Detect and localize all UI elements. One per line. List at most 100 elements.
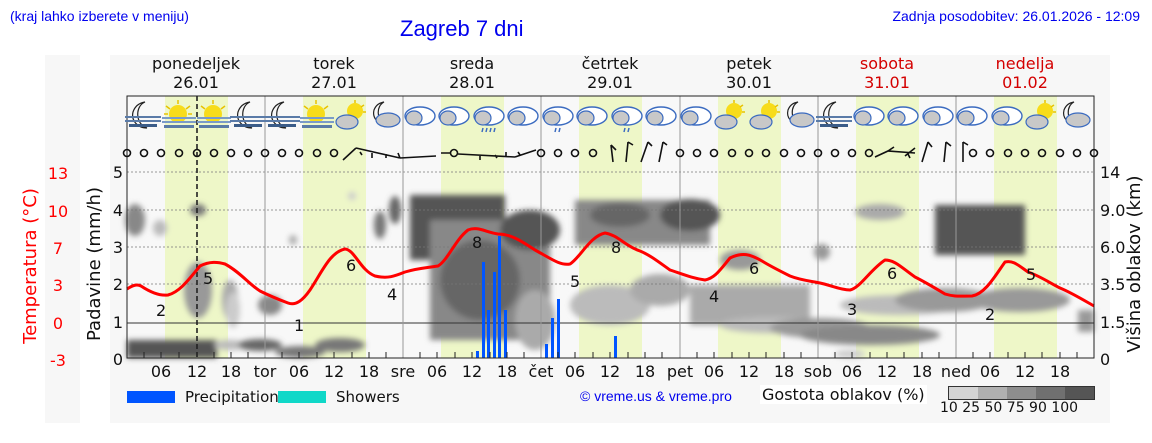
svg-text:čet: čet: [529, 362, 554, 381]
x-tick-marks: [143, 352, 1078, 358]
day-name: petek: [726, 54, 772, 73]
day-separators: [264, 96, 957, 358]
day-header: sreda 28.01: [403, 54, 541, 92]
svg-text:6.0: 6.0: [1100, 238, 1125, 257]
svg-text:12: 12: [187, 362, 207, 381]
svg-text:12: 12: [462, 362, 482, 381]
svg-text:5: 5: [1026, 265, 1036, 284]
moon-cloud-icon: [373, 101, 401, 128]
copyright-link[interactable]: © vreme.us & vreme.pro: [580, 388, 732, 404]
day-name: sreda: [449, 54, 495, 73]
day-name: četrtek: [581, 54, 639, 73]
sun-fog-icon: [300, 100, 334, 128]
svg-text:8: 8: [472, 233, 482, 252]
cloud-density-ticks: 10 25 50 75 90 100: [940, 400, 1079, 416]
temperature-axis-panel: [45, 55, 80, 423]
svg-text:12: 12: [877, 362, 897, 381]
cloud-density-label: Gostota oblakov (%): [760, 385, 927, 404]
precipitation-axis: 5 4 3 2 1 0: [113, 163, 123, 369]
svg-text:18: 18: [221, 362, 241, 381]
sun-fog-icon: [197, 100, 231, 128]
moon-fog-icon: [816, 101, 852, 129]
temperature-line: [126, 227, 1095, 308]
svg-text:6: 6: [346, 256, 356, 275]
svg-text:5: 5: [203, 269, 213, 288]
rain-cloud-icon: [542, 106, 574, 133]
cloudy-icon: [680, 106, 712, 126]
svg-text:3: 3: [113, 238, 123, 257]
svg-text:12: 12: [324, 362, 344, 381]
cloudy-icon: [922, 106, 954, 126]
day-name: ponedeljek: [152, 54, 240, 73]
svg-text:18: 18: [1050, 362, 1070, 381]
moon-fog-icon: [264, 101, 300, 129]
svg-text:4: 4: [387, 285, 397, 304]
svg-text:sre: sre: [391, 362, 415, 381]
svg-text:06: 06: [980, 362, 1000, 381]
day-date: 26.01: [173, 73, 219, 92]
svg-text:ned: ned: [941, 362, 971, 381]
page-title: Zagreb 7 dni: [400, 16, 524, 41]
svg-text:1.5: 1.5: [1100, 313, 1125, 332]
svg-text:5: 5: [113, 163, 123, 182]
temperature-axis-label: Temperatura (°C): [20, 188, 41, 345]
precipitation-bars: [476, 236, 617, 358]
day-header: ponedeljek 26.01: [127, 54, 265, 92]
day-date: 30.01: [726, 73, 772, 92]
svg-text:2: 2: [985, 305, 995, 324]
day-date: 31.01: [864, 73, 910, 92]
x-axis-labels: 06 12 18 tor 06 12 18 sre 06 12 18 čet 0…: [151, 362, 1070, 381]
day-header: petek 30.01: [680, 54, 818, 92]
svg-text:2: 2: [113, 275, 123, 294]
svg-text:pet: pet: [667, 362, 693, 381]
svg-text:-3: -3: [50, 351, 66, 370]
legend-precipitation: Precipitation: [127, 388, 279, 406]
location-menu-hint: (kraj lahko izberete v meniju): [10, 8, 189, 24]
cloudy-icon: [853, 106, 885, 126]
cloudy-icon: [507, 106, 539, 126]
svg-text:10: 10: [48, 202, 68, 221]
svg-text:06: 06: [151, 362, 171, 381]
moon-fog-icon: [125, 101, 161, 129]
day-name: nedelja: [995, 54, 1055, 73]
day-date: 01.02: [1002, 73, 1048, 92]
sun-cloud-icon: [335, 100, 366, 130]
showers-swatch: [278, 391, 326, 403]
last-update: Zadnja posodobitev: 26.01.2026 - 12:09: [892, 8, 1140, 24]
cloud-height-axis: 14 9.0 6.0 3.5 1.5 0: [1100, 163, 1125, 369]
svg-text:13: 13: [48, 164, 68, 183]
gridlines: [127, 171, 1094, 285]
svg-text:0: 0: [53, 314, 63, 333]
day-header: sobota 31.01: [818, 54, 956, 92]
svg-text:9.0: 9.0: [1100, 201, 1125, 220]
day-date: 28.01: [449, 73, 495, 92]
svg-text:8: 8: [611, 238, 621, 257]
svg-text:06: 06: [565, 362, 585, 381]
legend-showers: Showers: [278, 388, 400, 406]
svg-text:14: 14: [1100, 163, 1120, 182]
day-header: torek 27.01: [265, 54, 403, 92]
day-name: torek: [313, 54, 355, 73]
svg-text:06: 06: [704, 362, 724, 381]
day-date: 27.01: [311, 73, 357, 92]
svg-text:06: 06: [427, 362, 447, 381]
weather-icons-row: [125, 100, 1091, 133]
legend-label: Showers: [336, 388, 400, 406]
svg-text:tor: tor: [254, 362, 277, 381]
svg-text:4: 4: [113, 201, 123, 220]
svg-text:3.5: 3.5: [1100, 275, 1125, 294]
svg-text:18: 18: [635, 362, 655, 381]
svg-text:1: 1: [294, 316, 304, 335]
cloudy-icon: [887, 106, 919, 126]
cloudy-icon: [404, 106, 436, 126]
legend-label: Precipitation: [185, 388, 279, 406]
cloud-density-layer: [125, 192, 1094, 358]
precipitation-swatch: [127, 391, 175, 403]
cloudy-icon: [991, 106, 1023, 126]
cloud-height-axis-label: Višina oblakov (km): [1124, 175, 1145, 352]
rain-cloud-icon: [473, 106, 505, 133]
svg-text:12: 12: [600, 362, 620, 381]
cloud-density-scale: [948, 386, 1095, 400]
svg-text:5: 5: [570, 272, 580, 291]
